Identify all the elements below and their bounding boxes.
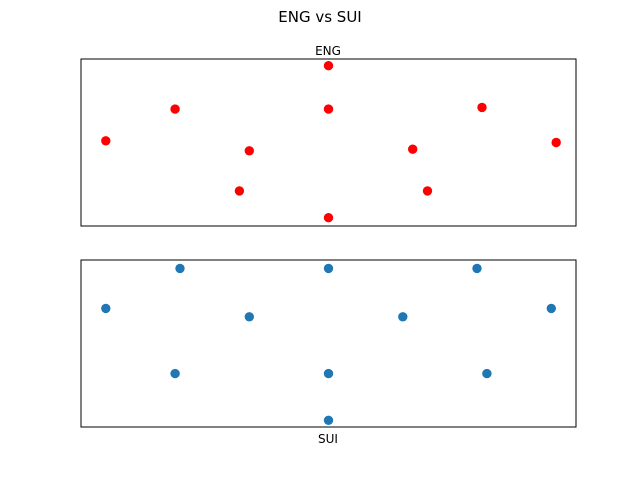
eng-scatter-point-6	[244, 146, 254, 156]
sui-points	[101, 263, 556, 425]
sui-scatter-point-4	[101, 303, 111, 314]
sui-scatter-point-10	[482, 368, 492, 379]
eng-scatter-point-11	[323, 213, 334, 223]
eng-scatter-point-10	[422, 186, 433, 196]
eng-scatter-point-9	[234, 186, 245, 196]
sui-scatter-point-2	[323, 263, 334, 274]
eng-scatter-point-8	[551, 137, 561, 148]
sui-scatter-point-1	[175, 263, 185, 274]
eng-points	[101, 60, 561, 223]
sui-scatter-point-7	[546, 303, 556, 314]
sui-scatter-point-8	[170, 368, 180, 379]
sui-scatter-point-5	[244, 312, 254, 322]
eng-scatter-point-7	[408, 144, 418, 154]
eng-scatter-panel: ENG	[80, 44, 577, 227]
eng-panel-title: ENG	[315, 44, 341, 58]
sui-scatter-point-9	[323, 368, 334, 379]
eng-scatter-point-3	[323, 104, 334, 114]
figure-title: ENG vs SUI	[278, 8, 361, 26]
sui-scatter-point-6	[398, 312, 408, 322]
sui-x-axis-label: SUI	[318, 432, 338, 446]
sui-scatter-panel: SUI	[80, 259, 577, 446]
eng-scatter-point-4	[477, 102, 487, 113]
sui-scatter-point-3	[472, 263, 482, 274]
sui-plot-frame	[80, 259, 577, 428]
eng-scatter-point-2	[170, 104, 180, 114]
eng-plot-frame	[80, 58, 577, 227]
eng-scatter-point-5	[101, 136, 111, 146]
eng-scatter-point-1	[323, 60, 334, 71]
sui-scatter-point-11	[323, 415, 334, 425]
